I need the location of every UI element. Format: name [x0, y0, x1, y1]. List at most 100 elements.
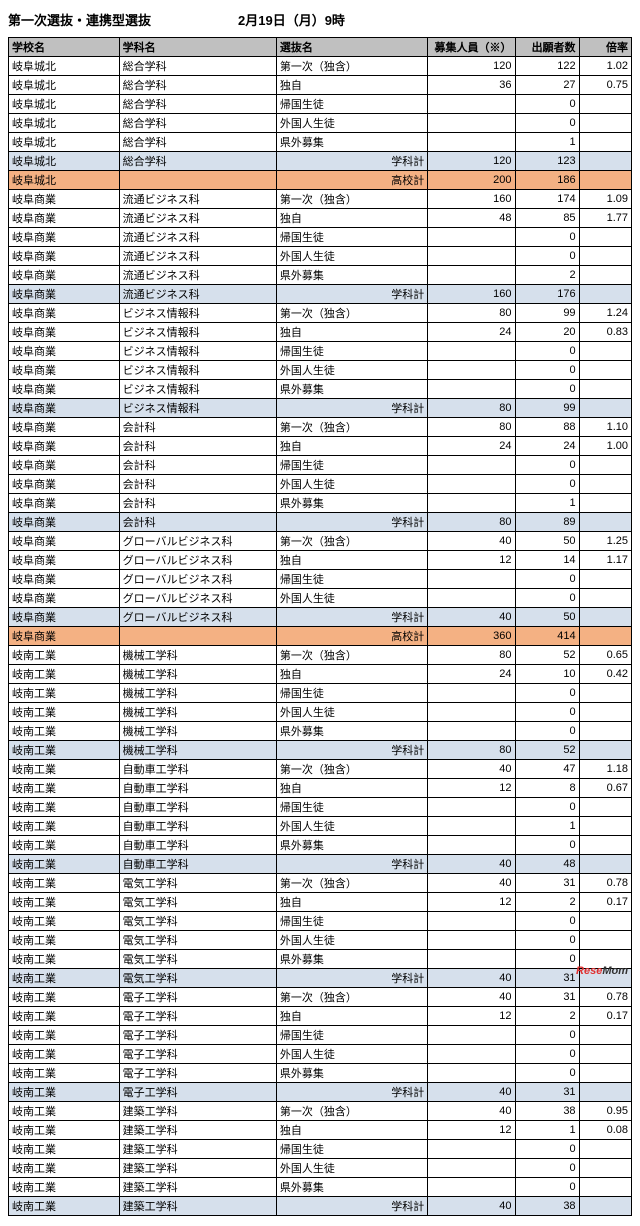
table-row: 岐南工業建築工学科学科計4038	[9, 1197, 632, 1216]
cell-school: 岐南工業	[9, 646, 120, 665]
cell-rate	[579, 684, 631, 703]
col-applicants: 出願者数	[515, 38, 579, 57]
cell-rate: 0.95	[579, 1102, 631, 1121]
cell-select: 外国人生徒	[276, 931, 427, 950]
cell-select: 第一次（独含）	[276, 760, 427, 779]
cell-dept: グローバルビジネス科	[119, 532, 276, 551]
cell-app: 0	[515, 380, 579, 399]
cell-cap: 40	[428, 988, 515, 1007]
cell-rate: 1.77	[579, 209, 631, 228]
table-row: 岐阜商業ビジネス情報科学科計8099	[9, 399, 632, 418]
table-row: 岐南工業自動車工学科外国人生徒1	[9, 817, 632, 836]
cell-rate	[579, 266, 631, 285]
cell-dept: 電気工学科	[119, 874, 276, 893]
cell-cap: 24	[428, 665, 515, 684]
table-row: 岐阜商業会計科外国人生徒0	[9, 475, 632, 494]
cell-cap	[428, 456, 515, 475]
cell-dept: 流通ビジネス科	[119, 285, 276, 304]
cell-dept: 自動車工学科	[119, 798, 276, 817]
cell-rate: 0.83	[579, 323, 631, 342]
table-row: 岐阜商業グローバルビジネス科外国人生徒0	[9, 589, 632, 608]
cell-school: 岐南工業	[9, 1045, 120, 1064]
table-row: 岐南工業電子工学科県外募集0	[9, 1064, 632, 1083]
table-row: 岐阜商業グローバルビジネス科第一次（独含）40501.25	[9, 532, 632, 551]
cell-app: 0	[515, 1045, 579, 1064]
cell-select: 県外募集	[276, 266, 427, 285]
cell-dept: 自動車工学科	[119, 817, 276, 836]
cell-school: 岐阜商業	[9, 209, 120, 228]
page-title: 第一次選抜・連携型選抜	[8, 10, 238, 29]
cell-dept: 電気工学科	[119, 950, 276, 969]
table-row: 岐阜商業高校計360414	[9, 627, 632, 646]
cell-school: 岐南工業	[9, 1159, 120, 1178]
cell-app: 2	[515, 266, 579, 285]
cell-dept: 電子工学科	[119, 988, 276, 1007]
cell-app: 88	[515, 418, 579, 437]
cell-app: 0	[515, 798, 579, 817]
cell-select: 第一次（独含）	[276, 646, 427, 665]
cell-cap: 160	[428, 285, 515, 304]
cell-select: 第一次（独含）	[276, 304, 427, 323]
cell-select: 独自	[276, 893, 427, 912]
cell-school: 岐阜商業	[9, 475, 120, 494]
table-row: 岐阜城北総合学科第一次（独含）1201221.02	[9, 57, 632, 76]
table-row: 岐阜城北総合学科独自36270.75	[9, 76, 632, 95]
table-row: 岐阜商業会計科県外募集1	[9, 494, 632, 513]
cell-rate	[579, 836, 631, 855]
cell-select: 外国人生徒	[276, 1045, 427, 1064]
cell-select: 県外募集	[276, 133, 427, 152]
cell-app: 0	[515, 342, 579, 361]
cell-dept: ビジネス情報科	[119, 399, 276, 418]
cell-school: 岐南工業	[9, 1083, 120, 1102]
cell-cap	[428, 1140, 515, 1159]
cell-app: 8	[515, 779, 579, 798]
cell-app: 1	[515, 1121, 579, 1140]
cell-rate: 0.17	[579, 1007, 631, 1026]
table-row: 岐阜商業会計科独自24241.00	[9, 437, 632, 456]
cell-school: 岐南工業	[9, 1026, 120, 1045]
cell-cap: 120	[428, 57, 515, 76]
cell-dept: 建築工学科	[119, 1159, 276, 1178]
cell-cap: 80	[428, 399, 515, 418]
cell-dept	[119, 627, 276, 646]
table-row: 岐南工業電子工学科第一次（独含）40310.78	[9, 988, 632, 1007]
cell-app: 0	[515, 1064, 579, 1083]
cell-cap: 24	[428, 437, 515, 456]
table-row: 岐南工業自動車工学科第一次（独含）40471.18	[9, 760, 632, 779]
cell-rate	[579, 1083, 631, 1102]
cell-school: 岐阜商業	[9, 418, 120, 437]
cell-cap: 12	[428, 893, 515, 912]
cell-select: 県外募集	[276, 722, 427, 741]
cell-school: 岐南工業	[9, 1140, 120, 1159]
cell-cap: 40	[428, 1197, 515, 1216]
cell-cap: 40	[428, 855, 515, 874]
cell-dept: 流通ビジネス科	[119, 266, 276, 285]
table-row: 岐南工業建築工学科独自1210.08	[9, 1121, 632, 1140]
cell-app: 2	[515, 1007, 579, 1026]
cell-app: 48	[515, 855, 579, 874]
cell-cap	[428, 380, 515, 399]
cell-school: 岐阜商業	[9, 399, 120, 418]
cell-app: 52	[515, 646, 579, 665]
cell-dept: 総合学科	[119, 57, 276, 76]
cell-select: 学科計	[276, 855, 427, 874]
cell-rate	[579, 627, 631, 646]
col-dept: 学科名	[119, 38, 276, 57]
cell-cap: 12	[428, 1121, 515, 1140]
cell-dept: 機械工学科	[119, 684, 276, 703]
cell-school: 岐南工業	[9, 684, 120, 703]
cell-select: 第一次（独含）	[276, 532, 427, 551]
table-row: 岐南工業自動車工学科学科計4048	[9, 855, 632, 874]
cell-cap	[428, 228, 515, 247]
cell-app: 31	[515, 1083, 579, 1102]
cell-cap: 40	[428, 760, 515, 779]
cell-dept: 機械工学科	[119, 665, 276, 684]
cell-dept: 機械工学科	[119, 703, 276, 722]
cell-dept: 電子工学科	[119, 1045, 276, 1064]
cell-select: 独自	[276, 323, 427, 342]
cell-cap	[428, 703, 515, 722]
cell-app: 0	[515, 114, 579, 133]
cell-app: 2	[515, 893, 579, 912]
cell-rate: 1.25	[579, 532, 631, 551]
cell-dept: 流通ビジネス科	[119, 228, 276, 247]
